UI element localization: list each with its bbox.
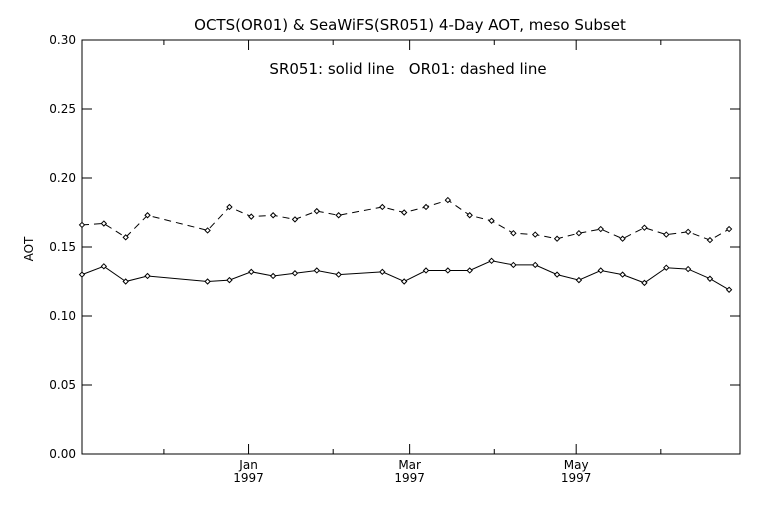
y-axis-label: AOT	[22, 236, 36, 261]
series-line-sr051	[81, 260, 730, 291]
data-point-sr051	[466, 267, 473, 274]
data-point-or01	[379, 203, 386, 211]
data-point-sr051	[269, 272, 277, 280]
x-tick-month-label: May	[564, 458, 589, 472]
data-point-sr051	[597, 267, 604, 274]
y-tick-label: 0.00	[49, 447, 76, 461]
x-tick-month-label: Jan	[238, 458, 258, 472]
x-tick-year-label: 1997	[394, 471, 425, 485]
data-point-sr051	[510, 261, 517, 269]
data-point-or01	[575, 229, 583, 237]
data-point-or01	[553, 235, 561, 242]
data-point-sr051	[122, 278, 129, 285]
data-point-or01	[400, 209, 408, 216]
data-point-sr051	[313, 267, 321, 274]
data-point-or01	[100, 220, 108, 227]
plot-frame	[81, 39, 741, 455]
x-tick-year-label: 1997	[561, 471, 592, 485]
data-point-sr051	[684, 265, 692, 273]
data-point-or01	[706, 236, 714, 244]
chart-title: OCTS(OR01) & SeaWiFS(SR051) 4-Day AOT, m…	[194, 16, 626, 34]
data-point-or01	[466, 212, 473, 219]
data-point-or01	[204, 227, 211, 234]
data-point-or01	[663, 231, 670, 238]
data-point-or01	[532, 231, 539, 238]
data-point-sr051	[248, 268, 255, 276]
data-point-or01	[226, 203, 233, 211]
data-point-or01	[335, 212, 342, 219]
data-point-or01	[313, 207, 321, 215]
data-point-sr051	[444, 267, 452, 274]
data-point-or01	[78, 221, 86, 229]
series-line-or01	[81, 199, 730, 241]
data-point-or01	[619, 235, 626, 242]
y-tick-label: 0.30	[49, 33, 76, 47]
data-point-or01	[641, 224, 648, 231]
data-point-sr051	[641, 279, 648, 287]
data-point-or01	[510, 229, 517, 237]
data-point-sr051	[78, 271, 86, 278]
data-point-sr051	[400, 278, 408, 285]
data-point-sr051	[488, 257, 495, 265]
y-tick-label: 0.20	[49, 171, 76, 185]
data-point-or01	[684, 228, 692, 236]
data-point-sr051	[204, 278, 211, 285]
data-point-or01	[725, 225, 733, 233]
data-point-sr051	[619, 271, 626, 278]
data-point-or01	[269, 212, 277, 219]
data-point-sr051	[663, 264, 670, 271]
data-point-sr051	[725, 286, 733, 293]
x-tick-month-label: Mar	[398, 458, 421, 472]
data-point-sr051	[335, 271, 342, 278]
data-point-or01	[444, 196, 452, 204]
data-point-sr051	[532, 261, 539, 269]
data-point-sr051	[379, 268, 386, 276]
line-style-note: SR051: solid line OR01: dashed line	[269, 60, 546, 78]
y-axis-ticks: 0.00 0.05 0.10 0.15 0.20 0.25 0.30	[49, 33, 740, 461]
y-tick-label: 0.05	[49, 378, 76, 392]
data-point-sr051	[575, 276, 583, 284]
data-point-or01	[291, 216, 299, 223]
data-point-sr051	[100, 263, 108, 270]
data-point-sr051	[144, 272, 151, 280]
x-tick-year-label: 1997	[233, 471, 264, 485]
data-point-sr051	[706, 275, 714, 282]
y-tick-label: 0.25	[49, 102, 76, 116]
data-point-or01	[422, 203, 430, 211]
data-point-or01	[488, 217, 495, 224]
y-tick-label: 0.15	[49, 240, 76, 254]
data-point-sr051	[291, 270, 299, 277]
data-point-or01	[248, 213, 255, 220]
data-point-or01	[597, 225, 604, 233]
y-tick-label: 0.10	[49, 309, 76, 323]
data-point-sr051	[226, 276, 233, 284]
data-point-sr051	[553, 271, 561, 278]
series-layer	[78, 196, 733, 293]
data-point-sr051	[422, 267, 430, 274]
data-point-or01	[144, 212, 151, 219]
data-point-or01	[122, 234, 129, 241]
